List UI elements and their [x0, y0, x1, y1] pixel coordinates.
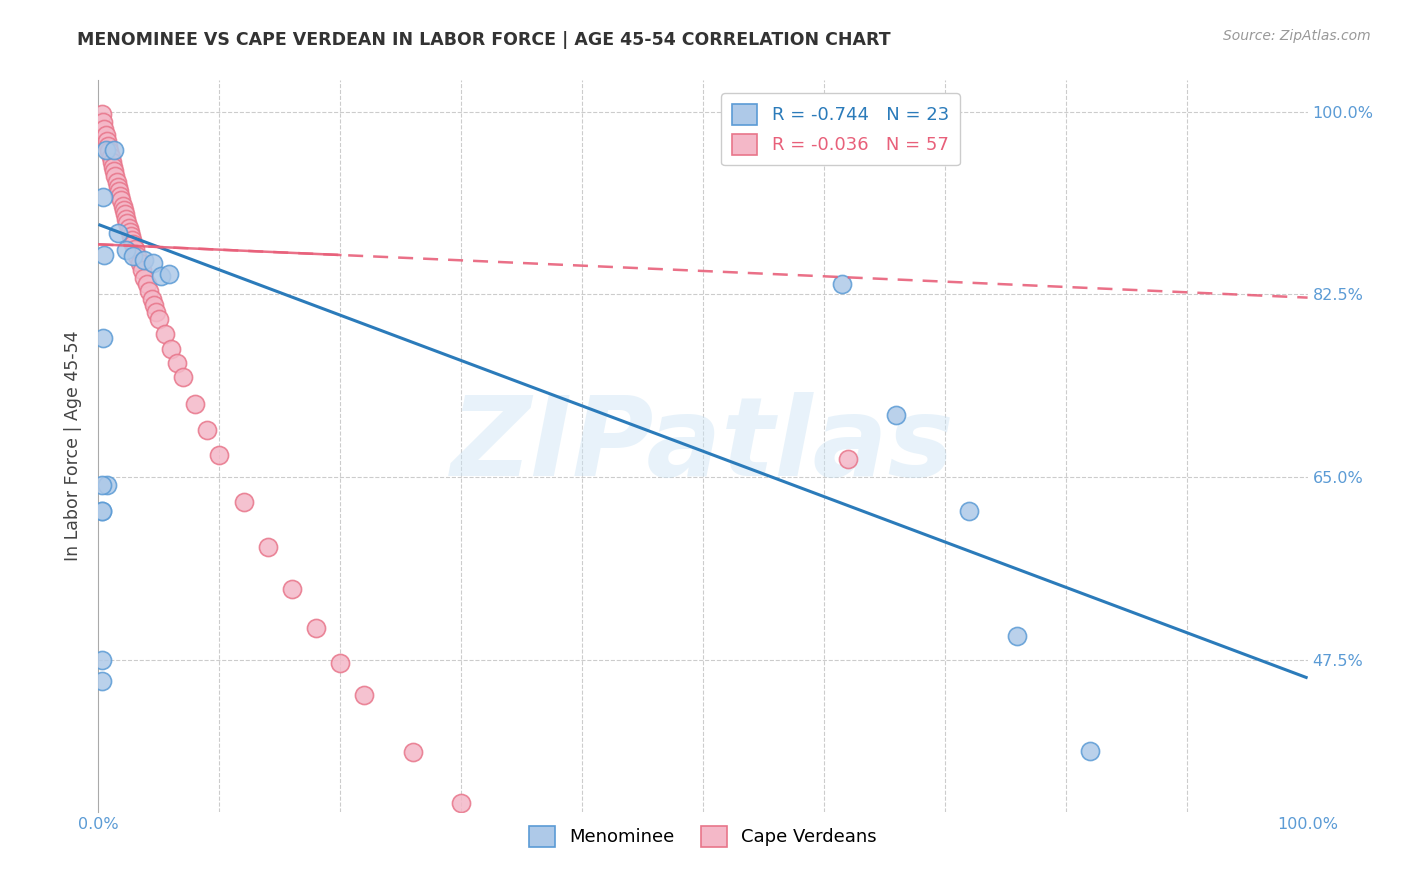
Cape Verdeans: [121, 233, 143, 247]
Cape Verdeans: [145, 305, 167, 319]
Menominee: [134, 252, 156, 267]
Menominee: [157, 267, 180, 281]
Y-axis label: In Labor Force | Age 45-54: In Labor Force | Age 45-54: [65, 331, 83, 561]
Cape Verdeans: [98, 145, 121, 159]
Cape Verdeans: [486, 825, 509, 839]
Menominee: [91, 504, 114, 518]
Menominee: [91, 653, 114, 667]
Cape Verdeans: [135, 277, 157, 291]
Menominee: [150, 268, 173, 283]
Menominee: [957, 504, 980, 518]
Cape Verdeans: [120, 229, 142, 244]
Cape Verdeans: [402, 745, 425, 759]
Menominee: [886, 408, 908, 422]
Cape Verdeans: [148, 311, 170, 326]
Cape Verdeans: [94, 128, 117, 142]
Menominee: [115, 243, 138, 257]
Menominee: [91, 190, 114, 204]
Cape Verdeans: [141, 292, 163, 306]
Cape Verdeans: [111, 199, 134, 213]
Cape Verdeans: [166, 356, 188, 370]
Cape Verdeans: [134, 270, 156, 285]
Cape Verdeans: [114, 207, 136, 221]
Cape Verdeans: [108, 189, 131, 203]
Cape Verdeans: [232, 495, 254, 509]
Menominee: [93, 248, 115, 262]
Cape Verdeans: [208, 449, 231, 463]
Cape Verdeans: [138, 285, 160, 299]
Cape Verdeans: [117, 216, 139, 230]
Menominee: [103, 143, 125, 157]
Menominee: [142, 256, 165, 270]
Text: MENOMINEE VS CAPE VERDEAN IN LABOR FORCE | AGE 45-54 CORRELATION CHART: MENOMINEE VS CAPE VERDEAN IN LABOR FORCE…: [77, 31, 891, 49]
Cape Verdeans: [108, 184, 131, 198]
Text: ZIPatlas: ZIPatlas: [451, 392, 955, 500]
Cape Verdeans: [100, 150, 122, 164]
Legend: Menominee, Cape Verdeans: Menominee, Cape Verdeans: [522, 819, 884, 854]
Cape Verdeans: [547, 857, 569, 871]
Cape Verdeans: [160, 342, 183, 356]
Cape Verdeans: [91, 106, 114, 120]
Cape Verdeans: [104, 169, 127, 184]
Cape Verdeans: [127, 249, 149, 263]
Cape Verdeans: [91, 115, 114, 129]
Cape Verdeans: [184, 397, 207, 411]
Cape Verdeans: [281, 582, 304, 596]
Menominee: [1078, 744, 1101, 758]
Cape Verdeans: [128, 256, 150, 270]
Cape Verdeans: [110, 194, 132, 208]
Menominee: [122, 249, 145, 263]
Cape Verdeans: [172, 370, 194, 384]
Cape Verdeans: [122, 237, 145, 252]
Cape Verdeans: [450, 797, 472, 811]
Cape Verdeans: [131, 263, 153, 277]
Cape Verdeans: [100, 154, 122, 169]
Cape Verdeans: [305, 621, 328, 635]
Menominee: [107, 226, 129, 240]
Cape Verdeans: [93, 122, 115, 136]
Menominee: [91, 504, 114, 518]
Cape Verdeans: [329, 657, 352, 671]
Menominee: [91, 331, 114, 345]
Menominee: [91, 674, 114, 689]
Cape Verdeans: [143, 298, 166, 312]
Cape Verdeans: [837, 451, 859, 466]
Menominee: [96, 477, 118, 491]
Cape Verdeans: [256, 541, 278, 555]
Cape Verdeans: [115, 212, 138, 227]
Cape Verdeans: [103, 164, 125, 178]
Cape Verdeans: [153, 327, 176, 342]
Cape Verdeans: [101, 160, 124, 174]
Text: Source: ZipAtlas.com: Source: ZipAtlas.com: [1223, 29, 1371, 43]
Cape Verdeans: [595, 880, 617, 892]
Cape Verdeans: [195, 423, 218, 437]
Menominee: [94, 143, 117, 157]
Cape Verdeans: [105, 175, 128, 189]
Menominee: [1007, 629, 1029, 643]
Cape Verdeans: [118, 220, 141, 235]
Cape Verdeans: [107, 179, 129, 194]
Cape Verdeans: [112, 202, 135, 217]
Cape Verdeans: [124, 242, 146, 256]
Menominee: [91, 477, 114, 491]
Cape Verdeans: [353, 688, 375, 702]
Cape Verdeans: [96, 134, 118, 148]
Menominee: [831, 277, 853, 291]
Cape Verdeans: [97, 139, 120, 153]
Cape Verdeans: [118, 225, 141, 239]
